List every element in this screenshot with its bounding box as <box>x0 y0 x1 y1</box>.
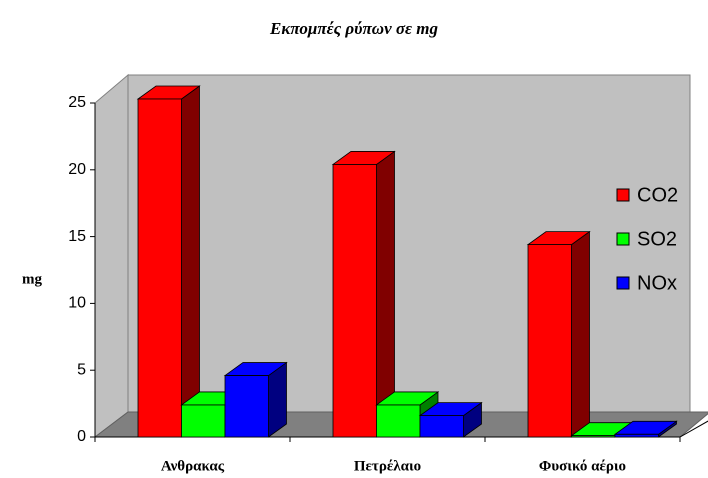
legend-swatch <box>616 188 630 202</box>
y-tick-label: 5 <box>77 361 86 378</box>
bar-front <box>376 404 421 438</box>
legend-label: SO2 <box>637 228 677 250</box>
chart-title: Εκπομπές ρύπων σε mg <box>269 19 438 38</box>
y-tick-label: 10 <box>68 295 86 312</box>
y-tick-label: 0 <box>77 428 86 445</box>
y-tick-label: 25 <box>68 94 86 111</box>
back-wall <box>127 74 691 413</box>
x-tick-label: Πετρέλαιο <box>354 458 421 474</box>
y-tick-label: 20 <box>68 161 86 178</box>
bar-side <box>571 230 590 438</box>
bar-front <box>527 244 572 438</box>
legend-swatch <box>616 276 630 290</box>
bar-front <box>137 98 182 438</box>
legend-label: CO2 <box>637 184 678 206</box>
bar <box>526 230 591 438</box>
bar <box>613 420 678 438</box>
bar <box>331 150 396 438</box>
bar <box>418 401 483 438</box>
x-tick-label: Ανθρακας <box>161 458 225 474</box>
y-tick-label: 15 <box>68 228 86 245</box>
y-axis-label: mg <box>22 271 42 287</box>
side-wall <box>94 73 129 439</box>
legend-swatch <box>616 232 630 246</box>
bar <box>223 361 288 438</box>
bar-front <box>571 435 616 438</box>
x-tick-label: Φυσικό αέριο <box>539 458 626 474</box>
bar-front <box>614 433 659 438</box>
bar-front <box>181 404 226 438</box>
bar-front <box>419 415 464 438</box>
bar-front <box>332 164 377 438</box>
bar-side <box>181 85 200 438</box>
bar <box>136 85 201 438</box>
legend-label: NOx <box>637 272 677 294</box>
bar-front <box>224 375 269 438</box>
